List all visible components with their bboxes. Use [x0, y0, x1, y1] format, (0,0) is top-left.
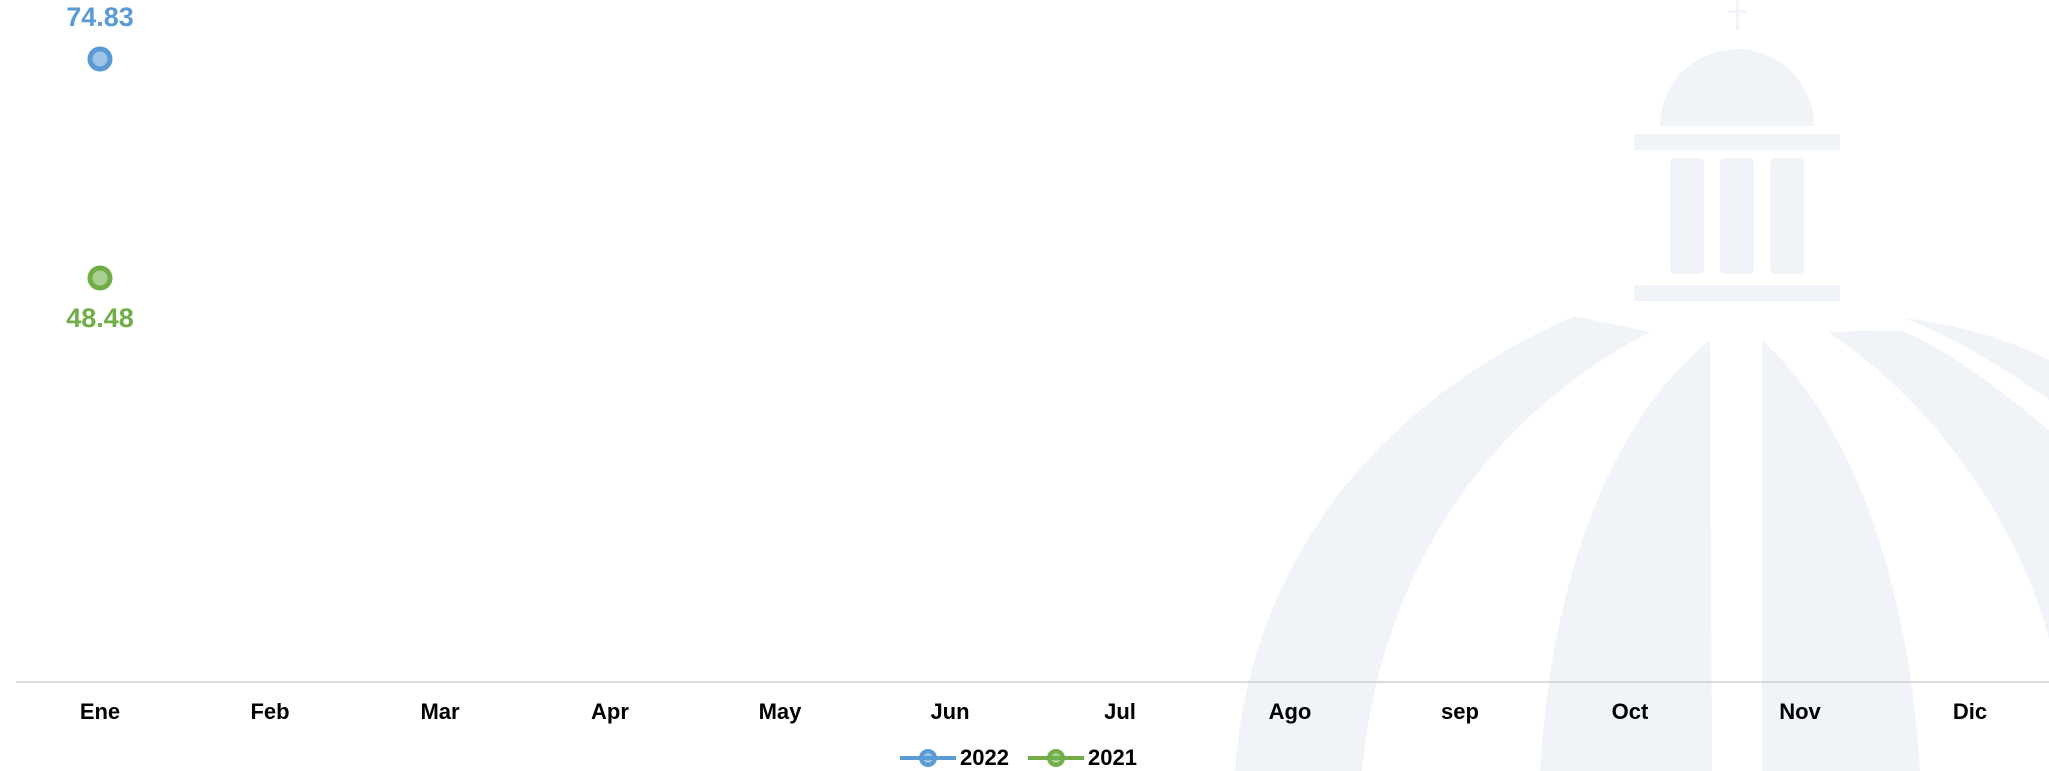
x-tick-label: Nov [1779, 699, 1821, 724]
x-tick-label: Ago [1269, 699, 1312, 724]
x-tick-label: Jul [1104, 699, 1136, 724]
legend-marker [1047, 749, 1065, 767]
legend-label: 2022 [960, 745, 1009, 770]
x-tick-label: Apr [591, 699, 629, 724]
x-tick-label: Ene [80, 699, 120, 724]
data-point [87, 46, 113, 72]
x-tick-label: sep [1441, 699, 1479, 724]
x-tick-label: Dic [1953, 699, 1987, 724]
x-tick-label: Feb [250, 699, 289, 724]
watermark [1235, 0, 2049, 771]
legend-label: 2021 [1088, 745, 1137, 770]
x-tick-label: Jun [930, 699, 969, 724]
data-label: 48.48 [66, 303, 134, 333]
legend-marker [919, 749, 937, 767]
x-tick-label: Mar [420, 699, 460, 724]
x-tick-label: May [759, 699, 803, 724]
data-point [87, 265, 113, 291]
data-label: 74.83 [66, 2, 134, 32]
x-tick-label: Oct [1612, 699, 1649, 724]
